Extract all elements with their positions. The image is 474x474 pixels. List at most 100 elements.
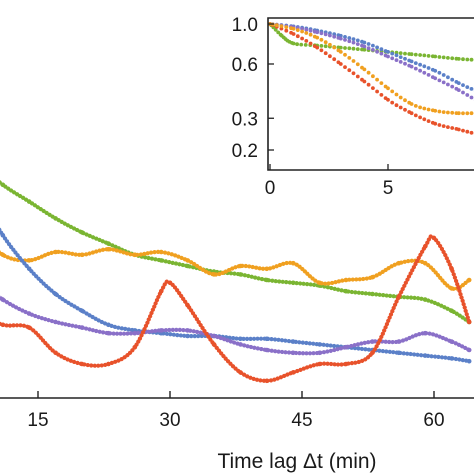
main-data-point xyxy=(0,322,6,328)
main-data-point xyxy=(53,291,58,297)
inset-data-point xyxy=(338,45,343,50)
main-data-point xyxy=(422,260,428,266)
main-data-point xyxy=(431,235,437,241)
inset-data-point xyxy=(461,128,465,133)
main-data-point xyxy=(396,294,402,300)
main-data-point xyxy=(449,286,454,291)
inset-data-point xyxy=(295,28,300,32)
inset-data-point xyxy=(328,54,332,59)
inset-data-point xyxy=(351,40,356,45)
inset-data-point xyxy=(379,51,384,56)
main-data-point xyxy=(211,272,217,277)
inset-data-point xyxy=(347,56,352,60)
inset-data-point xyxy=(375,89,379,94)
inset-data-point xyxy=(409,111,414,116)
main-data-point xyxy=(449,356,454,361)
main-data-point xyxy=(211,342,217,347)
inset-data-point xyxy=(465,85,470,89)
inset-data-point xyxy=(422,106,427,111)
inset-data-point xyxy=(379,47,384,52)
main-data-point xyxy=(79,308,85,314)
inset-data-point xyxy=(315,35,320,40)
inset-data-point xyxy=(456,57,461,61)
inset-data-point xyxy=(469,130,474,135)
inset-data-point xyxy=(394,92,399,97)
inset-data-point xyxy=(295,42,299,47)
main-data-point xyxy=(466,277,472,283)
main-data-point xyxy=(185,258,190,263)
inset-data-point xyxy=(426,119,431,123)
main-data-point xyxy=(0,252,6,258)
inset-data-point xyxy=(418,115,422,120)
inset-data-point xyxy=(450,56,455,61)
inset-data-point xyxy=(371,48,375,52)
inset-data-point xyxy=(409,64,414,69)
main-data-point xyxy=(370,274,375,280)
inset-data-point xyxy=(446,125,450,129)
inset-data-point xyxy=(403,98,407,103)
inset-data-point xyxy=(418,53,422,57)
inset-data-point xyxy=(390,89,395,94)
inset-data-point xyxy=(291,41,296,46)
inset-y-tick-label: 0.2 xyxy=(232,141,258,162)
main-x-ticks: 15 30 45 60 xyxy=(27,391,445,431)
main-data-point xyxy=(290,350,296,356)
inset-data-point xyxy=(351,37,356,41)
inset-data-point xyxy=(450,77,455,82)
inset-data-point xyxy=(465,111,470,116)
inset-data-point xyxy=(300,26,304,31)
inset-data-point xyxy=(398,51,403,55)
inset-data-point xyxy=(319,44,324,48)
inset-data-point xyxy=(398,105,403,110)
inset-data-point xyxy=(394,53,399,58)
main-data-point xyxy=(238,336,243,342)
inset-data-point xyxy=(390,51,395,56)
inset-data-point xyxy=(323,51,328,56)
inset-data-point xyxy=(362,44,367,49)
inset-data-point xyxy=(386,97,390,102)
inset-data-point xyxy=(386,54,390,59)
main-data-point xyxy=(449,339,454,344)
main-data-point xyxy=(449,308,454,314)
inset-data-point xyxy=(441,73,446,77)
main-data-point xyxy=(26,325,32,330)
main-series-line xyxy=(0,234,472,383)
inset-data-point xyxy=(338,62,343,66)
inset-data-point xyxy=(469,95,474,100)
inset-data-point xyxy=(338,50,343,54)
main-data-point xyxy=(79,252,85,258)
main-data-point xyxy=(26,258,32,263)
inset-data-point xyxy=(426,73,431,77)
main-data-point xyxy=(264,277,270,283)
inset-data-point xyxy=(332,57,337,62)
inset-data-point xyxy=(441,55,446,60)
main-plot: 15 30 45 60 Time lag Δt (min) xyxy=(0,179,474,473)
inset-data-point xyxy=(403,51,407,56)
inset-data-point xyxy=(422,64,427,69)
inset-data-point xyxy=(398,95,403,100)
main-data-point xyxy=(106,322,111,328)
inset-data-point xyxy=(386,86,390,91)
inset-data-point xyxy=(355,42,360,46)
inset-data-point xyxy=(418,105,422,110)
main-data-point xyxy=(79,361,85,367)
main-data-point xyxy=(422,353,428,358)
inset-data-point xyxy=(465,57,470,62)
main-data-point xyxy=(132,344,138,350)
inset-data-point xyxy=(409,59,414,64)
inset-data-point xyxy=(308,41,313,46)
main-data-point xyxy=(238,342,243,347)
inset-plot-frame xyxy=(267,17,474,171)
inset-data-point xyxy=(461,83,465,87)
inset-data-point xyxy=(413,66,418,71)
inset-data-point xyxy=(371,43,375,48)
inset-data-point xyxy=(437,123,442,127)
inset-data-point xyxy=(403,61,407,66)
inset-data-point xyxy=(422,53,427,58)
inset-data-point xyxy=(446,82,450,87)
main-data-point xyxy=(422,330,428,336)
inset-data-point xyxy=(295,34,300,39)
inset-data-point xyxy=(437,70,442,75)
main-data-point xyxy=(370,350,375,356)
